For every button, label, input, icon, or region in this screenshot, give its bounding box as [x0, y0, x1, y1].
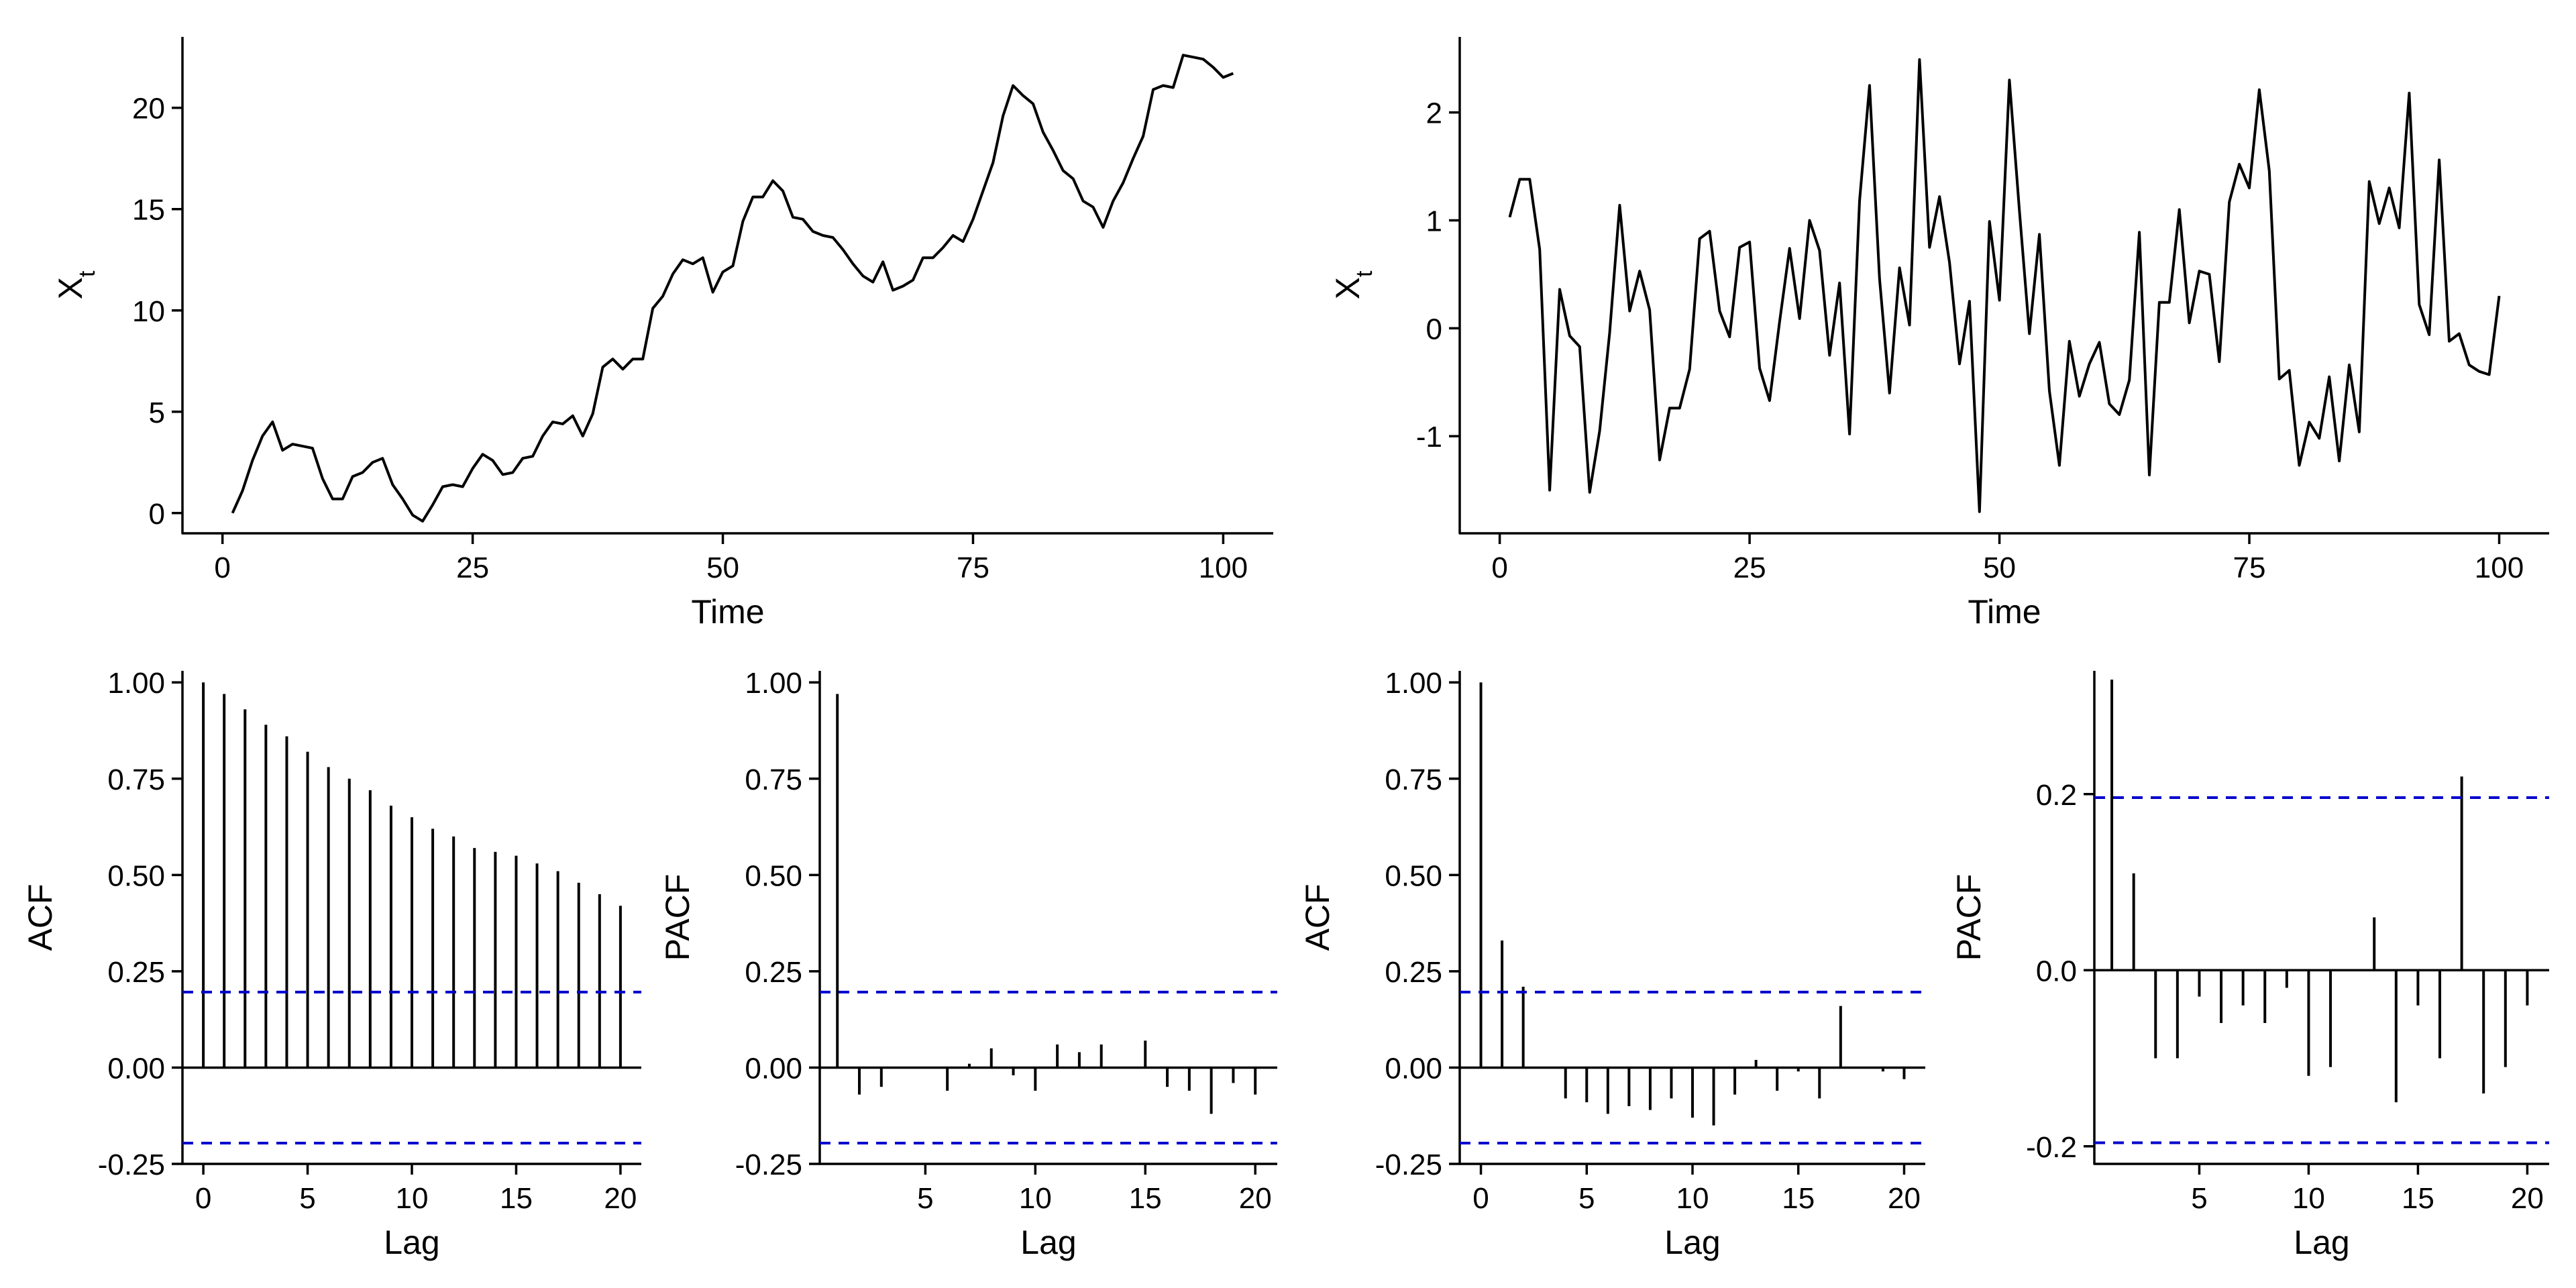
x-tick-label: 100 [1199, 551, 1248, 584]
y-tick-label: 0.25 [745, 956, 802, 989]
y-tick-label: 0.25 [107, 956, 165, 989]
x-tick-label: 10 [1676, 1182, 1709, 1215]
x-tick-label: 10 [396, 1182, 429, 1215]
y-tick-label: 5 [149, 396, 165, 429]
y-tick-label: 15 [132, 194, 165, 227]
x-tick-label: 0 [1472, 1182, 1489, 1215]
y-axis-title: ACF [1299, 884, 1336, 951]
y-axis-title: PACF [1950, 874, 1988, 961]
y-axis-title-subscript: t [1352, 270, 1377, 277]
x-tick-label: 15 [1129, 1182, 1162, 1215]
panel-bottom-2: 5 10 15 20 -0.25 0.00 0.25 0.50 0.75 1.00 Lag PACF [659, 667, 1277, 1261]
x-tick-label: 15 [1782, 1182, 1815, 1215]
panel-bottom-1: 0 5 10 15 20 -0.25 0.00 0.25 0.50 0.75 1.00 Lag ACF [21, 667, 641, 1261]
x-tick-label: 75 [2233, 551, 2266, 584]
x-tick-label: 50 [706, 551, 739, 584]
x-tick-label: 20 [1239, 1182, 1272, 1215]
panel-bottom-4: 5 10 15 20 -0.2 0.0 0.2 Lag PACF [1950, 671, 2549, 1261]
y-tick-label: 0.25 [1385, 956, 1442, 989]
y-tick-label: 10 [132, 295, 165, 328]
x-tick-label: 5 [2191, 1182, 2207, 1215]
y-tick-label: -1 [1416, 421, 1442, 453]
x-axis-title: Lag [1664, 1224, 1720, 1261]
y-tick-label: 1.00 [745, 667, 802, 700]
x-tick-label: 0 [214, 551, 230, 584]
y-tick-label: 0 [1426, 313, 1442, 345]
x-tick-label: 25 [1733, 551, 1766, 584]
x-tick-label: 20 [2511, 1182, 2544, 1215]
y-tick-label: -0.25 [735, 1148, 802, 1181]
y-tick-label: -0.25 [98, 1148, 165, 1181]
x-tick-label: 20 [604, 1182, 637, 1215]
y-tick-label: 0.00 [1385, 1052, 1442, 1085]
panel-bottom-3: 0 5 10 15 20 -0.25 0.00 0.25 0.50 0.75 1.00 Lag ACF [1299, 667, 1925, 1261]
y-tick-label: 1 [1426, 205, 1442, 237]
x-tick-label: 15 [2402, 1182, 2434, 1215]
time-series-line [1508, 58, 2501, 513]
x-tick-label: 50 [1983, 551, 2016, 584]
x-tick-label: 0 [195, 1182, 211, 1215]
y-tick-label: 0.75 [107, 763, 165, 796]
x-tick-label: 0 [1491, 551, 1507, 584]
y-tick-label: 0.75 [1385, 763, 1442, 796]
y-tick-label: -0.25 [1375, 1148, 1442, 1181]
x-axis-title: Lag [2294, 1224, 2349, 1261]
x-tick-label: 100 [2475, 551, 2524, 584]
y-tick-label: 0.0 [2036, 955, 2077, 987]
y-axis-title: PACF [659, 874, 696, 961]
y-tick-label: 0.50 [107, 859, 165, 892]
y-tick-label: 0.2 [2036, 779, 2077, 812]
x-tick-label: 5 [917, 1182, 933, 1215]
y-tick-label: 0.50 [1385, 859, 1442, 892]
time-series-line [231, 54, 1234, 523]
x-axis-title: Time [1968, 593, 2041, 631]
y-tick-label: -0.2 [2026, 1131, 2077, 1164]
y-tick-label: 1.00 [1385, 667, 1442, 700]
y-axis-title-subscript: t [74, 270, 100, 277]
x-axis-title: Lag [384, 1224, 439, 1261]
x-tick-label: 75 [957, 551, 989, 584]
y-tick-label: 0.75 [745, 763, 802, 796]
x-axis-title: Lag [1020, 1224, 1076, 1261]
y-tick-label: 2 [1426, 97, 1442, 130]
x-tick-label: 25 [456, 551, 489, 584]
x-tick-label: 5 [1578, 1182, 1595, 1215]
x-axis-title: Time [691, 593, 764, 631]
y-tick-label: 0 [149, 498, 165, 531]
x-tick-label: 20 [1888, 1182, 1921, 1215]
x-tick-label: 15 [500, 1182, 533, 1215]
y-tick-label: 0.00 [107, 1052, 165, 1085]
x-tick-label: 5 [299, 1182, 315, 1215]
y-tick-label: 0.00 [745, 1052, 802, 1085]
y-axis-title: ACF [21, 884, 59, 951]
y-tick-label: 20 [132, 93, 165, 125]
y-tick-label: 0.50 [745, 859, 802, 892]
x-tick-label: 10 [1019, 1182, 1052, 1215]
x-tick-label: 10 [2292, 1182, 2325, 1215]
y-tick-label: 1.00 [107, 667, 165, 700]
